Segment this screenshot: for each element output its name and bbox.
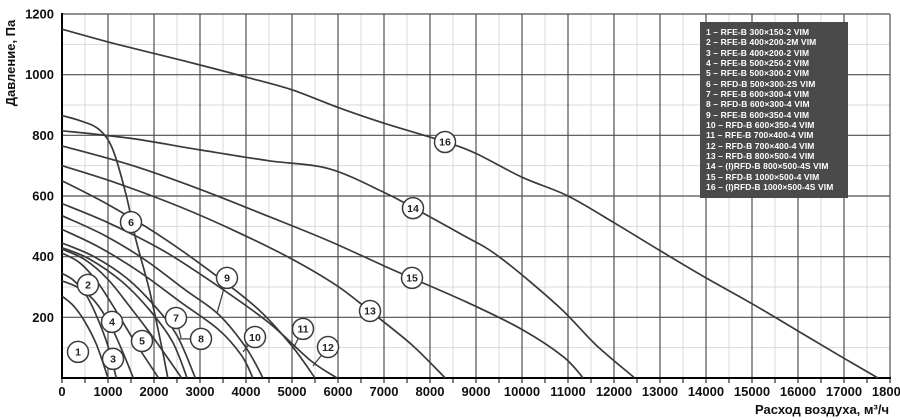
marker-number-15: 15 — [406, 273, 418, 285]
marker-number-16: 16 — [439, 137, 451, 149]
marker-circle-2 — [76, 273, 100, 297]
legend-item-3: 3 – RFE-B 400×200-2 VIM — [706, 47, 810, 58]
x-tick-label: 2000 — [140, 384, 169, 399]
curve-5 — [61, 248, 183, 379]
legend-item-10: 10 – RFD-B 600×350-4 VIM — [706, 120, 815, 131]
x-tick-label: 4000 — [232, 384, 261, 399]
marker-circle-16 — [433, 130, 457, 154]
legend-item-13: 13 – RFD-B 800×500-4 VIM — [706, 151, 815, 162]
marker-number-2: 2 — [85, 280, 91, 292]
legend-item-1: 1 – RFE-B 300×150-2 VIM — [706, 27, 810, 37]
marker-circle-1 — [66, 340, 90, 364]
x-tick-label: 5000 — [278, 384, 307, 399]
marker-number-3: 3 — [110, 354, 116, 366]
marker-number-14: 14 — [407, 203, 419, 215]
marker-number-8: 8 — [198, 334, 204, 346]
curve-1 — [61, 295, 109, 379]
x-tick-label: 0 — [58, 384, 65, 399]
y-tick-label: 400 — [32, 249, 54, 264]
marker-number-9: 9 — [224, 273, 230, 285]
x-tick-label: 3000 — [186, 384, 215, 399]
legend: 1 – RFE-B 300×150-2 VIM 2 – RFE-B 400×200… — [700, 22, 848, 198]
legend-item-15: 15 – RFD-B 1000×500-4 VIM — [706, 171, 820, 182]
marker-number-12: 12 — [322, 342, 334, 354]
x-tick-label: 1000 — [94, 384, 123, 399]
marker-circle-13 — [358, 299, 382, 323]
curve-16 — [61, 28, 879, 379]
x-tick-label: 18000 — [872, 384, 900, 399]
x-tick-label: 11000 — [550, 384, 585, 399]
curve-13 — [61, 164, 446, 379]
legend-item-16: 16 – (I)RFD-B 1000×500-4S VIM — [706, 182, 834, 193]
x-tick-label: 6000 — [324, 384, 353, 399]
curve-7 — [61, 242, 197, 379]
x-tick-label: 15000 — [734, 384, 770, 399]
marker-circle-11 — [291, 317, 315, 341]
legend-item-9: 9 – RFE-B 600×350-4 VIM — [706, 109, 810, 120]
marker-circle-14 — [401, 196, 425, 220]
marker-circle-8 — [189, 327, 213, 351]
marker-circle-7 — [164, 306, 188, 330]
curve-12 — [61, 202, 338, 379]
x-tick-label: 12000 — [596, 384, 632, 399]
y-tick-label: 600 — [32, 189, 54, 204]
marker-circle-3 — [101, 347, 125, 371]
marker-number-5: 5 — [139, 336, 145, 348]
marker-circle-9 — [215, 266, 239, 290]
marker-circle-6 — [119, 210, 143, 234]
marker-number-6: 6 — [128, 217, 134, 229]
curve-8 — [61, 246, 188, 379]
marker-number-13: 13 — [364, 306, 376, 318]
marker-circle-5 — [130, 329, 154, 353]
y-axis-title: Давление, Па — [3, 19, 18, 106]
x-tick-label: 9000 — [462, 384, 491, 399]
y-tick-label: 800 — [32, 128, 54, 143]
legend-item-6: 6 – RFD-B 500×300-2S VIM — [706, 78, 816, 89]
y-tick-label: 1000 — [25, 67, 54, 82]
curve-15 — [61, 145, 584, 379]
curve-6 — [61, 114, 169, 379]
marker-number-7: 7 — [173, 313, 179, 325]
legend-item-11: 11 – RFE-B 700×400-4 VIM — [706, 130, 814, 141]
x-axis-title: Расход воздуха, м³/ч — [755, 402, 889, 417]
legend-item-4: 4 – RFE-B 500×250-2 VIM — [706, 58, 810, 69]
marker-circle-4 — [100, 310, 124, 334]
marker-number-11: 11 — [297, 324, 308, 336]
y-tick-label: 200 — [32, 310, 54, 325]
x-tick-label: 13000 — [642, 384, 678, 399]
axes — [61, 13, 891, 383]
x-tick-label: 17000 — [826, 384, 862, 399]
x-tick-label: 7000 — [370, 384, 399, 399]
legend-item-8: 8 – RFD-B 600×300-4 VIM — [706, 99, 810, 110]
marker-circle-10 — [243, 325, 267, 349]
x-tick-label: 8000 — [416, 384, 445, 399]
legend-item-2: 2 – RFE-B 400×200-2M VIM — [706, 37, 817, 48]
marker-number-1: 1 — [75, 347, 81, 359]
legend-item-5: 5 – RFE-B 500×300-2 VIM — [706, 68, 810, 79]
curve-14 — [61, 129, 636, 379]
y-tick-label: 1200 — [25, 7, 54, 22]
tick-labels: 0 1000 2000 3000 4000 5000 6000 7000 8000 9000 100… — [25, 7, 900, 400]
marker-circle-12 — [316, 335, 340, 359]
x-tick-label: 10000 — [504, 384, 540, 399]
legend-item-14: 14 – (I)RFD-B 800×500-4S VIM — [706, 161, 829, 172]
marker-number-10: 10 — [249, 332, 261, 344]
curve-3 — [61, 280, 135, 379]
marker-circle-15 — [400, 266, 424, 290]
legend-item-12: 12 – RFD-B 700×400-4 VIM — [706, 140, 815, 151]
marker-number-4: 4 — [109, 317, 115, 329]
x-tick-label: 14000 — [688, 384, 724, 399]
curve-10 — [61, 228, 254, 379]
legend-item-7: 7 – RFE-B 600×300-4 VIM — [706, 89, 810, 100]
x-tick-label: 16000 — [780, 384, 816, 399]
